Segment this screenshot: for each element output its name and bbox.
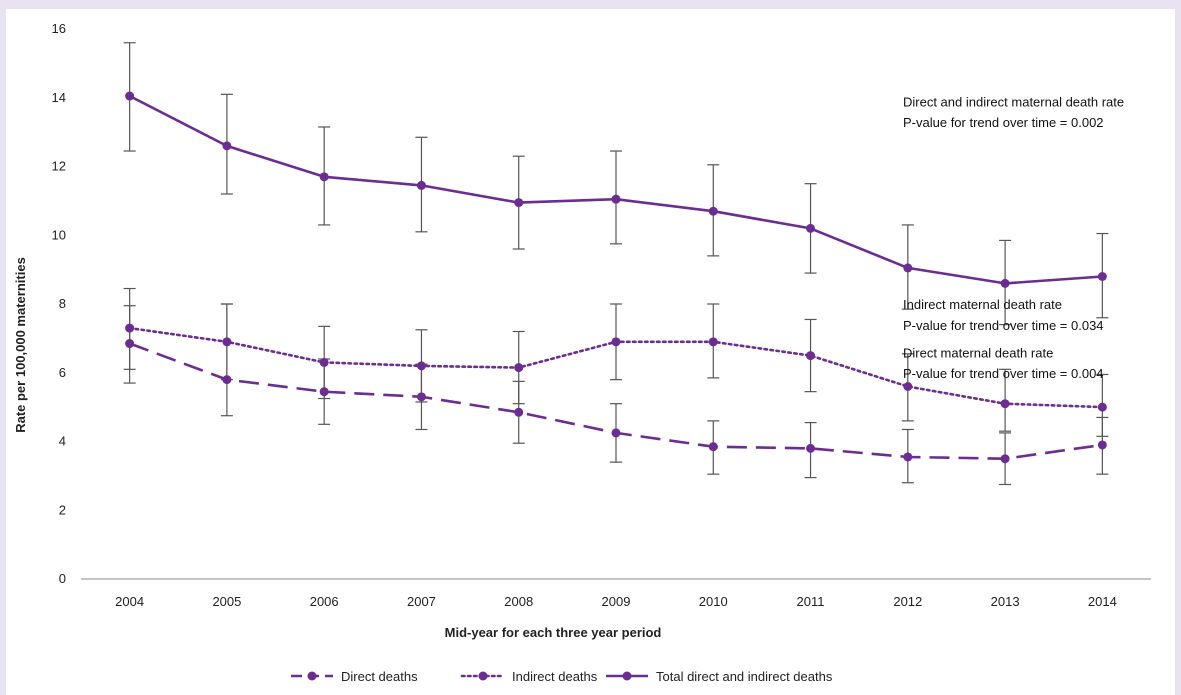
direct-deaths-point bbox=[903, 452, 913, 462]
x-tick-label: 2007 bbox=[407, 594, 436, 609]
total-direct-and-indirect-deaths-point bbox=[1000, 278, 1010, 288]
y-axis-title: Rate per 100,000 maternities bbox=[13, 257, 28, 433]
y-tick-label: 16 bbox=[52, 21, 66, 36]
chart-panel: 0 2 4 6 8 10 12 14 16 2004 2005 2006 2007 2008 2009 201… bbox=[6, 9, 1175, 695]
legend-item-indirect-deaths: Indirect deaths bbox=[460, 669, 598, 684]
total-direct-and-indirect-deaths-point bbox=[222, 141, 232, 151]
direct-deaths-point bbox=[611, 428, 621, 438]
total-direct-and-indirect-deaths-point bbox=[611, 194, 621, 204]
legend-swatch-marker bbox=[307, 671, 317, 681]
x-tick-label: 2005 bbox=[212, 594, 241, 609]
direct-deaths-point bbox=[806, 443, 816, 453]
total-direct-and-indirect-deaths-point bbox=[1097, 272, 1107, 281]
line-chart: 0 2 4 6 8 10 12 14 16 2004 2005 2006 2007 2008 2009 201… bbox=[13, 21, 1151, 684]
x-tick-label: 2011 bbox=[797, 594, 825, 609]
y-tick-label: 0 bbox=[59, 571, 66, 586]
indirect-deaths-point bbox=[125, 323, 135, 333]
series-points bbox=[125, 91, 1107, 464]
x-tick-label: 2009 bbox=[602, 594, 631, 609]
legend-label: Total direct and indirect deaths bbox=[656, 669, 833, 684]
annotation-line: P-value for trend over time = 0.034 bbox=[903, 318, 1104, 333]
total-direct-and-indirect-deaths-point bbox=[319, 172, 329, 182]
indirect-deaths-point bbox=[806, 351, 816, 361]
legend-swatch-marker bbox=[622, 671, 632, 681]
direct-deaths-point bbox=[1000, 454, 1010, 464]
x-tick-label: 2010 bbox=[699, 594, 728, 609]
x-axis-title: Mid-year for each three year period bbox=[445, 625, 662, 640]
total-direct-and-indirect-deaths-point bbox=[708, 206, 718, 216]
total-direct-and-indirect-deaths-point bbox=[125, 91, 135, 101]
annotation: Direct and indirect maternal death rate P… bbox=[903, 94, 1124, 130]
x-tick-label: 2006 bbox=[310, 594, 339, 609]
indirect-deaths-point bbox=[514, 363, 524, 373]
x-tick-label: 2004 bbox=[115, 594, 144, 609]
direct-deaths-point bbox=[708, 442, 718, 452]
direct-deaths-point bbox=[514, 407, 524, 417]
total-direct-and-indirect-deaths-point bbox=[903, 263, 913, 273]
y-tick-label: 2 bbox=[59, 502, 66, 517]
indirect-deaths-point bbox=[1000, 399, 1010, 409]
total-direct-and-indirect-deaths-point bbox=[514, 198, 524, 208]
indirect-deaths-point bbox=[611, 337, 621, 347]
x-tick-label: 2008 bbox=[504, 594, 533, 609]
x-tick-label: 2013 bbox=[991, 594, 1020, 609]
y-tick-label: 12 bbox=[52, 159, 66, 174]
direct-deaths-point bbox=[125, 339, 135, 349]
indirect-deaths-point bbox=[319, 357, 329, 367]
annotation: Indirect maternal death rate P-value for … bbox=[903, 297, 1104, 333]
x-tick-label: 2014 bbox=[1088, 594, 1117, 609]
y-tick-label: 6 bbox=[59, 365, 66, 380]
direct-deaths-point bbox=[222, 375, 232, 385]
annotations: Direct and indirect maternal death rate P… bbox=[903, 94, 1124, 381]
y-tick-label: 8 bbox=[59, 296, 66, 311]
total-direct-and-indirect-deaths-point bbox=[416, 180, 426, 190]
axes: 0 2 4 6 8 10 12 14 16 2004 2005 2006 2007 2008 2009 201… bbox=[52, 21, 1151, 609]
y-tick-label: 14 bbox=[52, 90, 66, 105]
annotation-line: Indirect maternal death rate bbox=[903, 297, 1062, 312]
annotation-line: Direct maternal death rate bbox=[903, 345, 1053, 360]
indirect-deaths-point bbox=[1097, 402, 1107, 412]
legend-label: Indirect deaths bbox=[512, 669, 598, 684]
indirect-deaths-point bbox=[903, 382, 913, 391]
legend-item-direct-deaths: Direct deaths bbox=[291, 669, 418, 684]
annotation-line: Direct and indirect maternal death rate bbox=[903, 94, 1124, 109]
direct-deaths-point bbox=[416, 392, 426, 402]
direct-deaths-point bbox=[319, 387, 329, 397]
total-direct-and-indirect-deaths-point bbox=[806, 223, 816, 233]
legend-item-total-direct-and-indirect-deaths: Total direct and indirect deaths bbox=[606, 669, 833, 684]
legend-label: Direct deaths bbox=[341, 669, 418, 684]
indirect-deaths-point bbox=[708, 337, 718, 347]
legend-swatch-marker bbox=[478, 671, 488, 681]
legend: Direct deaths Indirect deaths Total direct… bbox=[291, 669, 833, 684]
annotation-line: P-value for trend over time = 0.002 bbox=[903, 115, 1104, 130]
annotation-line: P-value for trend over time = 0.004 bbox=[903, 366, 1104, 381]
indirect-deaths-point bbox=[222, 337, 232, 347]
y-tick-label: 10 bbox=[52, 227, 66, 242]
y-tick-label: 4 bbox=[59, 434, 66, 449]
x-tick-label: 2012 bbox=[893, 594, 922, 609]
annotation: Direct maternal death rate P-value for tr… bbox=[903, 345, 1104, 381]
indirect-deaths-point bbox=[416, 361, 426, 371]
direct-deaths-point bbox=[1097, 440, 1107, 450]
